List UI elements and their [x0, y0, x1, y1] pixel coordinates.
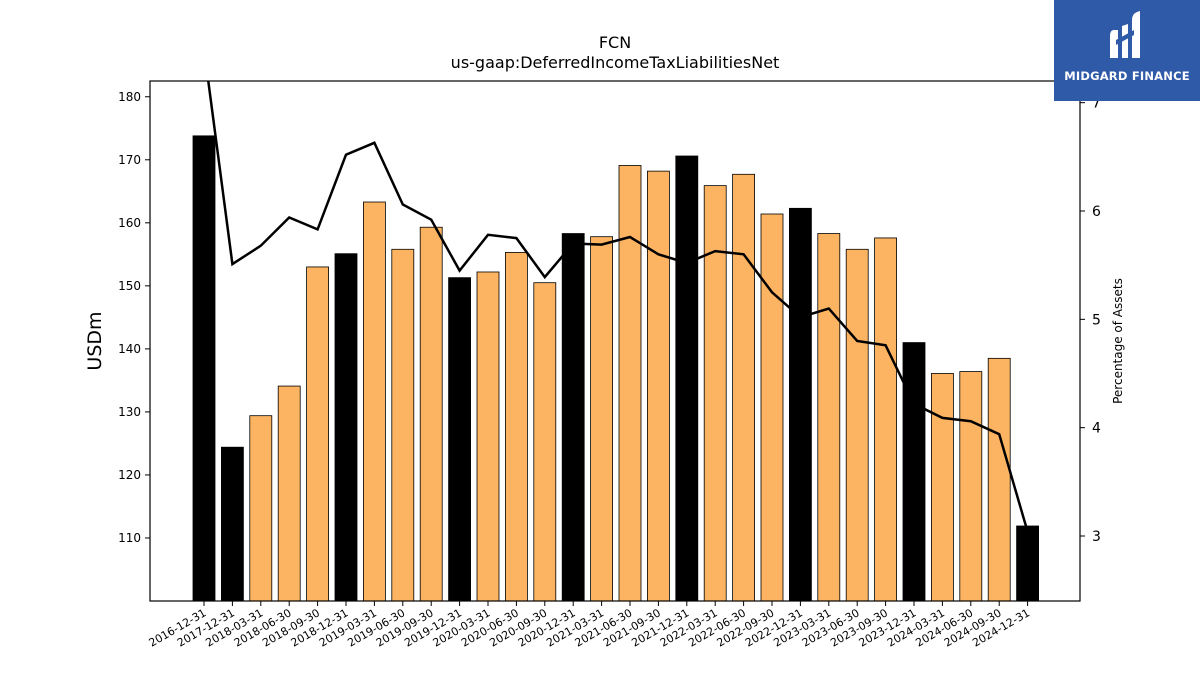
- logo-text: MIDGARD FINANCE: [1064, 69, 1190, 83]
- y-tick-label: 180: [118, 90, 141, 104]
- bar: [362, 201, 386, 602]
- bar: [732, 173, 755, 602]
- bar: [220, 446, 244, 602]
- bar: [306, 266, 330, 602]
- bar: [277, 385, 301, 602]
- bar: [874, 237, 897, 602]
- y2-tick-label: 4: [1092, 421, 1101, 437]
- series-line: [207, 81, 1029, 533]
- chart-title: FCN: [599, 33, 631, 52]
- bar: [476, 271, 500, 602]
- bar: [647, 170, 670, 602]
- bar: [959, 371, 983, 602]
- bar: [618, 165, 642, 602]
- bar: [931, 373, 954, 602]
- y-tick-label: 170: [118, 153, 141, 167]
- bar: [1016, 525, 1039, 602]
- y-tick-label: 120: [118, 468, 141, 482]
- y2-tick-label: 7: [1092, 96, 1101, 112]
- bar: [419, 226, 443, 602]
- bar: [590, 236, 613, 602]
- chart-subtitle: us-gaap:DeferredIncomeTaxLiabilitiesNet: [451, 53, 780, 72]
- bar: [902, 342, 926, 602]
- bar: [192, 135, 216, 602]
- y-tick-label: 140: [118, 342, 141, 356]
- y2-tick-label: 5: [1092, 312, 1101, 328]
- y2-axis-label: Percentage of Assets: [1111, 278, 1125, 404]
- y-tick-label: 150: [118, 279, 141, 293]
- y-tick-label: 130: [118, 405, 141, 419]
- bar: [504, 252, 528, 602]
- y-tick-label: 110: [118, 531, 141, 545]
- bar: [675, 155, 699, 602]
- bar: [533, 282, 557, 602]
- y-axis-label: USDm: [84, 311, 106, 370]
- bar: [334, 253, 358, 602]
- midgard-finance-logo: MIDGARD FINANCE: [1054, 0, 1200, 101]
- bar: [391, 248, 415, 602]
- y2-tick-label: 3: [1092, 529, 1101, 545]
- bar: [845, 248, 869, 602]
- bar: [987, 357, 1011, 602]
- bar: [789, 207, 812, 602]
- midgard-logo-icon: [1110, 11, 1140, 58]
- y-tick-label: 160: [118, 216, 141, 230]
- bar: [249, 415, 273, 602]
- plot-frame: [149, 80, 1081, 602]
- y2-tick-label: 6: [1092, 204, 1101, 220]
- bar: [703, 185, 727, 602]
- bar: [817, 233, 841, 602]
- bar: [448, 277, 472, 602]
- bar: [561, 233, 585, 602]
- bar: [760, 213, 784, 602]
- line-layer: [207, 81, 1029, 533]
- bar-group: [192, 135, 1039, 602]
